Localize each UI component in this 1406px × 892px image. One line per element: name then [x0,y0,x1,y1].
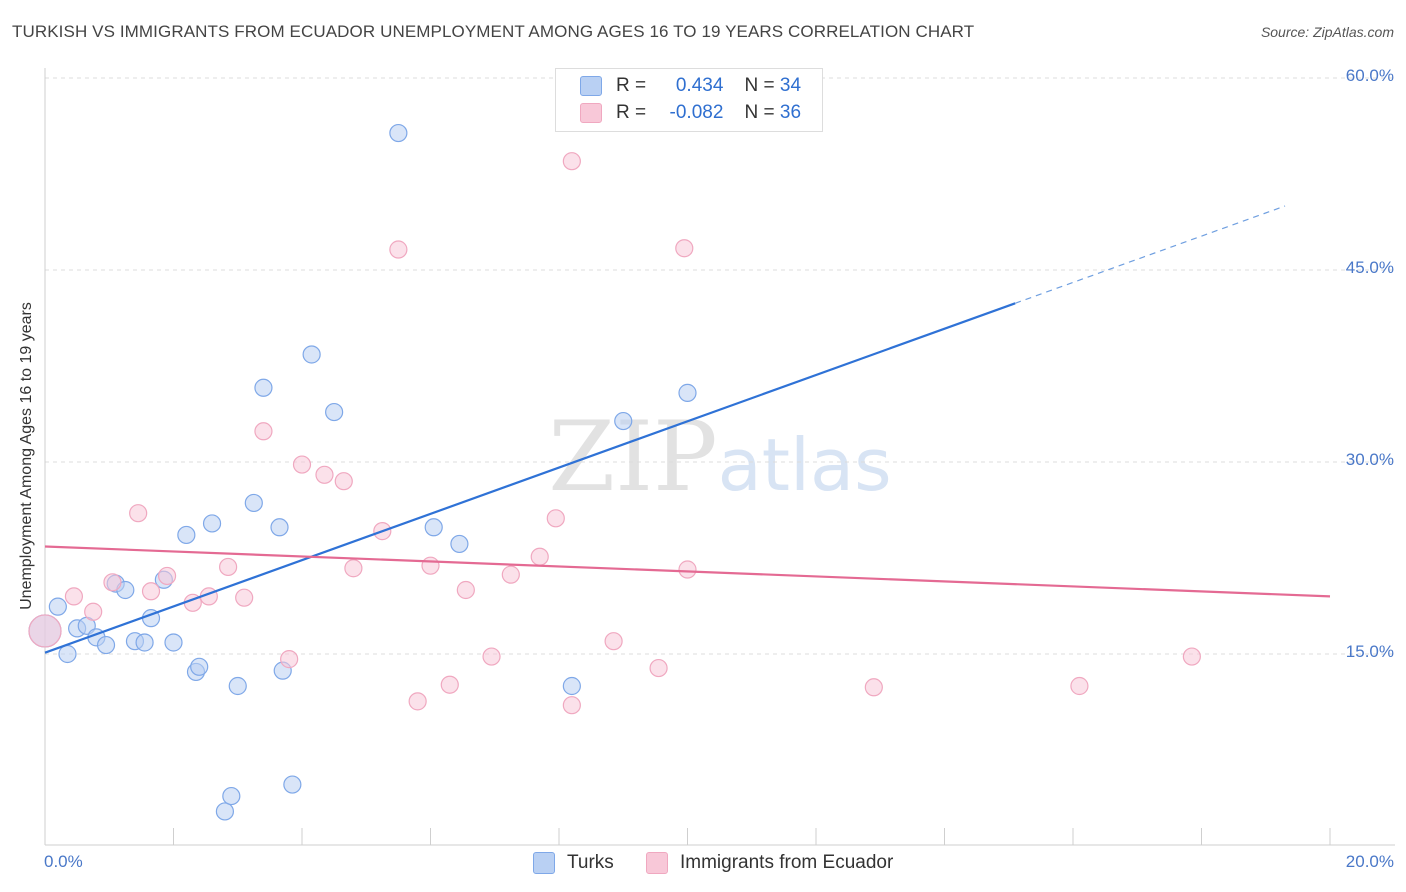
turks-point [135,633,154,652]
turks-point [254,378,273,397]
ecuador-point [219,557,238,577]
series-legend: Turks Immigrants from Ecuador [0,852,1406,878]
turks-point [562,676,581,696]
ecuador-point [141,582,161,601]
turks-point [222,786,241,806]
turks-point [228,676,247,696]
y-tick-label: 45.0% [1345,258,1394,277]
turks-swatch [580,76,602,96]
ecuador-point [440,675,459,694]
ecuador-point [84,602,103,621]
legend-row-turks: R = 0.434 N = 34 [580,74,801,98]
turks-point [215,802,234,821]
turks-point [190,657,209,676]
ecuador-point [292,455,312,474]
y-tick-label: 30.0% [1345,450,1394,469]
ecuador-point [157,566,177,586]
ecuador-point [678,560,697,579]
ecuador-point [235,588,254,607]
turks-point [164,633,183,652]
turks-point [283,775,302,794]
ecuador-r-value: -0.082 [669,102,724,123]
turks-r-value: 0.434 [675,75,724,96]
ecuador-point [562,152,581,171]
x-tick-max: 20.0% [1345,852,1394,871]
turks-point [678,383,697,402]
ecuador-point [28,614,62,648]
turks-point [389,123,408,143]
ecuador-point [254,422,273,441]
r-label: R = [616,75,647,96]
ecuador-legend-swatch [646,852,668,874]
y-axis-label: Unemployment Among Ages 16 to 19 years [18,302,35,610]
ecuador-point [530,547,549,566]
turks-trend-line [44,302,1016,654]
ecuador-point [103,573,122,592]
ecuador-point [64,587,84,606]
r-label: R = [616,102,647,123]
y-tick-label: 15.0% [1345,642,1394,661]
ecuador-point [408,692,427,711]
ecuador-point [280,650,299,669]
ecuador-point [334,472,353,491]
turks-point [302,345,321,364]
n-label: N = [744,102,775,123]
turks-point [58,644,77,664]
ecuador-point [675,239,694,258]
turks-n-value: 34 [779,75,802,96]
ecuador-n-value: 36 [779,102,802,123]
chart-title: TURKISH VS IMMIGRANTS FROM ECUADOR UNEMP… [12,22,975,41]
ecuador-legend-label: Immigrants from Ecuador [680,852,894,873]
ecuador-point [501,565,520,584]
ecuador-trend-line [44,545,1331,598]
turks-point [270,518,289,537]
ecuador-point [604,632,623,651]
ecuador-point [344,559,363,578]
legend-item-turks[interactable]: Turks [533,852,614,874]
turks-point [96,635,116,655]
watermark: ZIPatlas [548,401,891,513]
x-tick-min: 0.0% [44,852,83,871]
y-tick-label: 60.0% [1345,66,1394,85]
turks-point [450,534,469,554]
ecuador-point [389,240,408,259]
ecuador-point [456,580,475,600]
ecuador-point [1070,676,1089,696]
ecuador-swatch [580,103,602,123]
turks-point [202,514,222,533]
correlation-legend: R = 0.434 N = 34 R = -0.082 N = 36 [555,68,823,132]
turks-point [244,493,263,513]
ecuador-point [482,647,501,666]
legend-item-ecuador[interactable]: Immigrants from Ecuador [646,852,893,874]
ecuador-point [562,696,581,715]
ecuador-point [864,678,883,697]
source-credit: Source: ZipAtlas.com [1260,24,1394,40]
turks-point [48,597,67,616]
turks-point [424,518,443,537]
n-label: N = [744,75,775,96]
ecuador-point [649,658,668,678]
ecuador-point [546,509,565,528]
turks-point [325,402,344,422]
ecuador-point [421,556,440,575]
legend-row-ecuador: R = -0.082 N = 36 [580,101,801,125]
turks-point [614,411,633,431]
ecuador-point [129,504,148,523]
turks-legend-label: Turks [567,852,614,873]
turks-trend-extension [1014,205,1286,304]
turks-point [177,525,196,545]
ecuador-point [1182,647,1201,666]
ecuador-point [315,465,334,484]
turks-legend-swatch [533,852,555,874]
